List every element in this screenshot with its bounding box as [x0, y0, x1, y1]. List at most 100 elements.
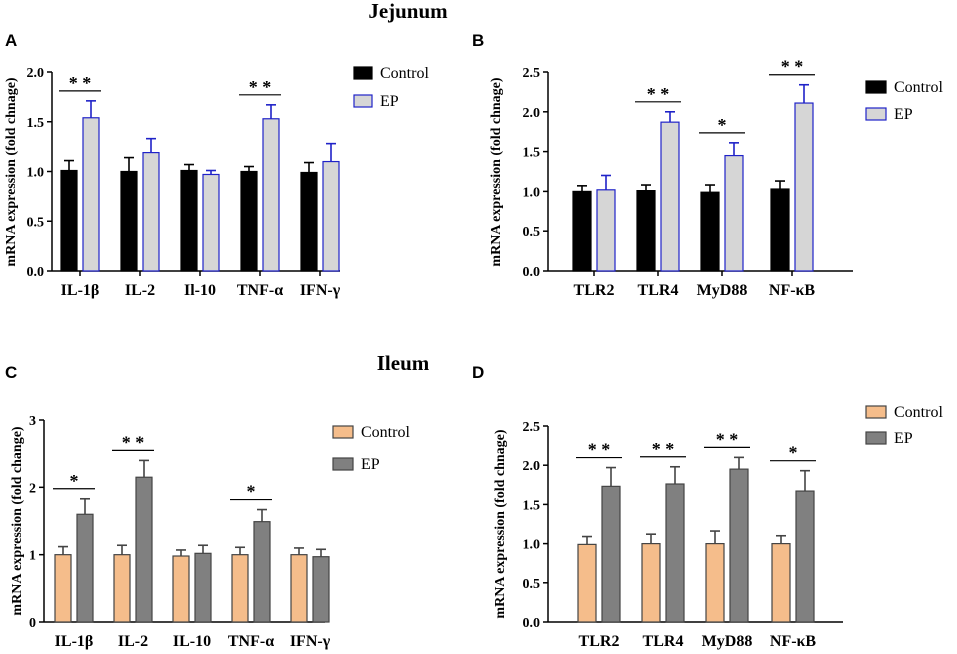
- chart-panel-b: 0.0 0.5 1.0 1.5 2.0 2.5 mRNA expression (fold …: [489, 57, 943, 299]
- significance-marker: *: [70, 471, 79, 491]
- bar-control: [290, 554, 308, 623]
- y-axis-label: mRNA expression (fold chnage): [489, 77, 504, 266]
- y-tick-label: 0.5: [523, 225, 541, 240]
- legend-label-ep: EP: [380, 93, 399, 110]
- bar-ep: [312, 556, 330, 623]
- bar-ep: [795, 490, 815, 623]
- x-category-label: TLR4: [643, 633, 684, 650]
- y-tick-label: 1: [29, 549, 36, 564]
- significance-marker: * *: [69, 73, 92, 93]
- bar-control: [700, 191, 720, 272]
- legend-swatch-control: [865, 80, 887, 94]
- bar-ep: [665, 483, 685, 623]
- bar-control: [300, 171, 318, 272]
- legend-label-control: Control: [894, 79, 943, 96]
- y-tick-label: 2.5: [523, 420, 541, 435]
- significance-marker: * *: [122, 432, 145, 452]
- y-axis-label: mRNA expression (fold chnage): [4, 77, 19, 266]
- significance-marker: * *: [652, 439, 675, 459]
- y-tick-label: 1.0: [523, 538, 541, 553]
- x-category-label: TLR2: [574, 282, 615, 299]
- y-tick-label: 1.5: [27, 116, 45, 131]
- legend-swatch-ep: [865, 107, 887, 121]
- y-tick-label: 0.5: [27, 215, 45, 230]
- significance-marker: * *: [781, 57, 804, 77]
- x-category-label: IL-1β: [61, 282, 100, 299]
- bar-ep: [76, 513, 94, 623]
- x-category-label: MyD88: [702, 633, 753, 650]
- bar-control: [54, 554, 72, 623]
- legend-swatch-control: [332, 425, 354, 439]
- legend-swatch-control: [353, 66, 373, 80]
- y-tick-label: 0.0: [523, 265, 541, 280]
- y-tick-label: 1.5: [523, 146, 541, 161]
- legend-label-control: Control: [894, 404, 943, 421]
- y-tick-label: 0.0: [27, 265, 45, 280]
- bar-ep: [194, 552, 212, 623]
- y-tick-label: 2.5: [523, 66, 541, 81]
- x-category-label: TNF-α: [237, 282, 283, 299]
- bar-ep: [142, 151, 160, 272]
- x-category-label: IL-10: [173, 633, 211, 650]
- bar-ep: [82, 117, 100, 272]
- legend-swatch-ep: [332, 457, 354, 471]
- bar-control: [771, 542, 791, 623]
- y-axis-label: mRNA expression (fold change): [10, 426, 25, 615]
- legend-swatch-control: [865, 405, 887, 419]
- bar-control: [60, 169, 78, 272]
- y-tick-label: 0.5: [523, 577, 541, 592]
- bar-control: [113, 554, 131, 623]
- panel-letter-b: B: [472, 31, 484, 50]
- bar-control: [705, 542, 725, 623]
- chart-panel-a: 0.0 0.5 1.0 1.5 2.0 mRNA expression (fold chn…: [4, 65, 429, 299]
- panel-letter-c: C: [5, 363, 17, 382]
- significance-marker: *: [247, 482, 256, 502]
- legend-label-control: Control: [380, 65, 429, 82]
- x-category-label: IFN-γ: [290, 633, 331, 650]
- bar-control: [572, 190, 592, 272]
- section-title-jejunum: Jejunum: [368, 0, 448, 23]
- x-category-label: MyD88: [697, 282, 748, 299]
- x-category-label: Il-10: [184, 282, 216, 299]
- bar-control: [240, 170, 258, 272]
- bar-control: [231, 554, 249, 623]
- significance-marker: *: [718, 115, 727, 135]
- section-title-ileum: Ileum: [377, 351, 430, 375]
- significance-marker: * *: [249, 77, 272, 97]
- y-tick-label: 0: [29, 616, 36, 631]
- y-tick-label: 0.0: [523, 616, 541, 631]
- significance-marker: *: [789, 443, 798, 463]
- y-tick-label: 1.5: [523, 498, 541, 513]
- bar-control: [770, 188, 790, 272]
- bar-ep: [724, 154, 744, 272]
- bar-ep: [601, 485, 621, 623]
- bar-ep: [660, 121, 680, 272]
- x-category-label: TLR4: [638, 282, 679, 299]
- y-tick-label: 2.0: [523, 106, 541, 121]
- significance-marker: * *: [647, 84, 670, 104]
- panel-letter-d: D: [472, 363, 484, 382]
- legend-label-ep: EP: [894, 430, 913, 447]
- bar-ep: [596, 189, 616, 272]
- legend-label-control: Control: [361, 424, 410, 441]
- bar-control: [120, 170, 138, 272]
- bar-control: [180, 169, 198, 272]
- bar-ep: [794, 102, 814, 272]
- bar-control: [577, 543, 597, 623]
- y-axis-label: mRNA expression (fold chnage): [493, 429, 508, 618]
- y-tick-label: 2: [29, 481, 36, 496]
- chart-panel-c: 0 1 2 3 mRNA expression (fold change) IL-1β IL…: [10, 414, 410, 650]
- x-category-label: NF-κB: [770, 633, 817, 650]
- x-category-label: IFN-γ: [300, 282, 341, 299]
- bar-control: [636, 190, 656, 272]
- bar-ep: [202, 173, 220, 272]
- significance-marker: * *: [588, 440, 611, 460]
- y-tick-label: 3: [29, 414, 36, 429]
- panel-letter-a: A: [5, 31, 17, 50]
- chart-panel-d: 0.0 0.5 1.0 1.5 2.0 2.5 mRNA expression (fold …: [493, 404, 943, 650]
- bar-ep: [135, 476, 153, 623]
- y-tick-label: 1.0: [27, 166, 45, 181]
- x-category-label: IL-2: [125, 282, 155, 299]
- bar-ep: [262, 118, 280, 272]
